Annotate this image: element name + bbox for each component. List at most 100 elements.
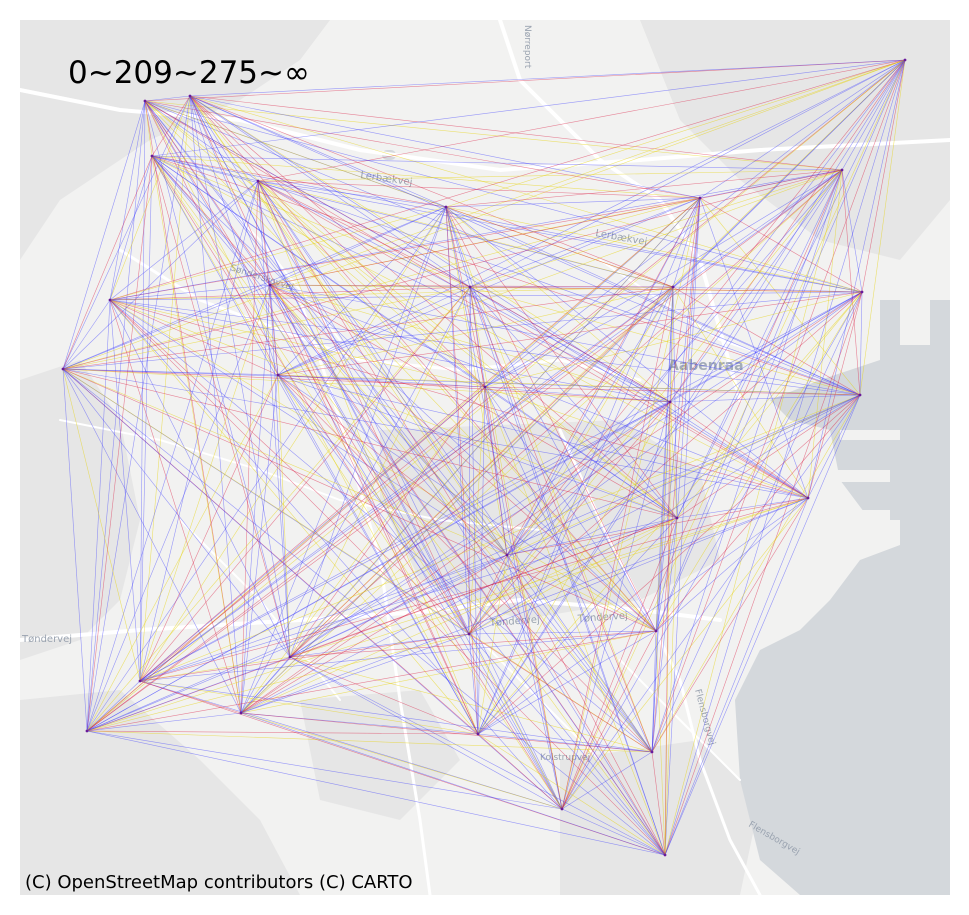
- flow-edge: [445, 206, 653, 753]
- flow-edge: [269, 59, 906, 286]
- flow-edge: [109, 299, 242, 714]
- flow-edge: [109, 299, 508, 556]
- map-panel[interactable]: Lerbækvej Lerbækvej Tøndervej Tøndervej …: [20, 20, 950, 895]
- flow-edge: [151, 155, 508, 556]
- flow-edge: [189, 95, 701, 199]
- flow-edge: [151, 155, 471, 288]
- flow-edge: [289, 286, 674, 658]
- flow-edge: [506, 59, 906, 556]
- flow-edge: [240, 712, 666, 856]
- flow-edge: [144, 100, 479, 735]
- flow-edge: [109, 169, 843, 301]
- flow-edge: [445, 206, 508, 556]
- flow-edge: [86, 730, 563, 810]
- flow-edge: [62, 368, 666, 856]
- flow-edge: [469, 169, 843, 288]
- flow-edge: [240, 633, 470, 714]
- flow-edge: [561, 286, 674, 810]
- flow-edge: [477, 169, 843, 735]
- flow-edge: [477, 630, 657, 735]
- flow-edge: [139, 401, 671, 682]
- flow-edge: [240, 394, 861, 714]
- flow-edge: [672, 286, 861, 396]
- flow-edge: [86, 180, 259, 732]
- flow-edge: [240, 517, 678, 714]
- flow-edge: [289, 401, 671, 658]
- flow-edge: [807, 291, 863, 499]
- flow-edge: [468, 401, 671, 635]
- flow-edge: [699, 59, 906, 199]
- flow-edge: [269, 284, 486, 388]
- flow-edge: [86, 554, 508, 732]
- flow-edge: [468, 386, 486, 635]
- flow-edge: [139, 497, 809, 682]
- roads: [20, 20, 950, 895]
- flow-edge: [144, 100, 486, 388]
- flow-edge: [189, 95, 508, 556]
- flow-edge: [468, 497, 809, 635]
- flow-edge: [277, 374, 671, 403]
- flow-edge: [277, 374, 563, 810]
- flow-edge: [189, 95, 471, 288]
- map-title: 0~209~275~∞: [68, 55, 310, 91]
- flow-edge: [86, 656, 291, 732]
- flow-edge: [189, 95, 666, 856]
- flow-edge: [468, 633, 666, 856]
- flow-edge: [277, 374, 809, 499]
- flow-edge: [189, 95, 674, 288]
- flow-edge: [277, 197, 701, 376]
- flow-edge: [139, 286, 674, 682]
- flow-edge: [477, 517, 678, 735]
- flow-edge: [144, 100, 563, 810]
- flow-edge: [269, 169, 843, 286]
- flow-edge: [506, 554, 666, 856]
- flow-edge: [269, 206, 447, 286]
- flow-node: [85, 729, 89, 733]
- flow-edge: [62, 368, 88, 732]
- flow-edge: [139, 291, 863, 682]
- flow-edge: [445, 197, 701, 208]
- flow-edge: [655, 517, 678, 632]
- flow-node: [188, 94, 192, 98]
- flow-edge: [289, 291, 863, 658]
- flow-edge: [468, 554, 508, 635]
- flow-edge: [109, 299, 291, 658]
- flow-edge: [277, 374, 653, 753]
- flow-edge: [269, 284, 563, 810]
- flow-edge: [109, 286, 471, 301]
- flow-edge: [62, 299, 111, 370]
- flow-edge: [144, 100, 508, 556]
- flow-edge: [86, 284, 271, 732]
- flow-node: [468, 285, 472, 289]
- flow-edge: [86, 155, 153, 732]
- flow-edge: [109, 59, 906, 301]
- flow-edge: [139, 394, 861, 682]
- flow-node: [61, 367, 65, 371]
- flow-edge: [664, 59, 906, 856]
- flow-edge: [139, 680, 479, 735]
- flow-edge: [86, 712, 242, 732]
- flow-edge: [109, 299, 666, 856]
- flow-node: [239, 711, 243, 715]
- flow-edge: [841, 169, 861, 396]
- flow-edge: [62, 368, 671, 403]
- flow-edge: [151, 155, 242, 714]
- flow-edge: [257, 180, 863, 293]
- flow-edge: [468, 169, 843, 635]
- flow-edge: [86, 394, 861, 732]
- flow-edge: [484, 386, 563, 810]
- flow-edge: [139, 197, 701, 682]
- flow-edge: [151, 155, 863, 293]
- flow-edge: [62, 368, 653, 753]
- flow-node: [858, 393, 862, 397]
- flow-edge: [151, 155, 271, 286]
- flow-node: [483, 385, 487, 389]
- flow-edge: [62, 368, 678, 519]
- flow-edge: [655, 394, 861, 632]
- flow-edge: [561, 401, 671, 810]
- flow-edge: [651, 630, 657, 753]
- flow-edge: [109, 284, 271, 301]
- flow-edge: [139, 633, 470, 682]
- flow-edge: [506, 394, 861, 556]
- flow-edge: [651, 59, 906, 753]
